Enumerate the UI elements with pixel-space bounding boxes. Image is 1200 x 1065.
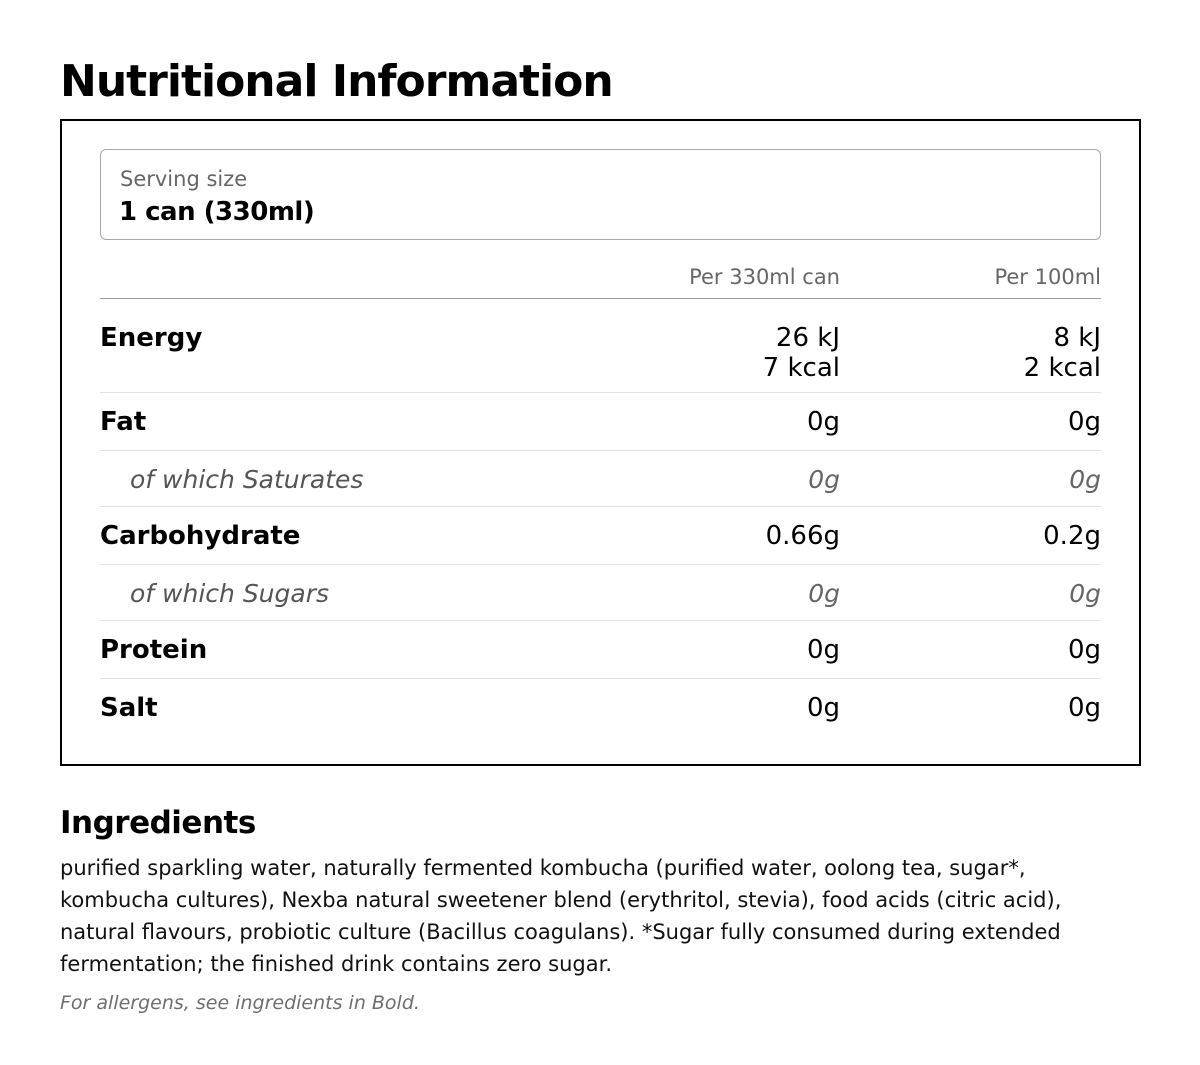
page-title: Nutritional Information [60, 56, 614, 107]
nutrient-label: Energy [100, 323, 203, 353]
energy-kj-per-100ml: 8 kJ [1053, 323, 1101, 353]
nutrient-sublabel: of which Saturates [130, 465, 364, 494]
energy-kj-per-can: 26 kJ [775, 323, 840, 353]
nutrient-row-energy: Energy 26 kJ 7 kcal 8 kJ 2 kcal [100, 309, 1101, 393]
nutrient-row-protein: Protein 0g 0g [100, 621, 1101, 679]
value-per-can: 26 kJ 7 kcal [600, 323, 840, 383]
column-header-per-100ml: Per 100ml [994, 265, 1101, 289]
energy-kcal-per-100ml: 2 kcal [1023, 353, 1101, 383]
nutrient-row-fat: Fat 0g 0g [100, 393, 1101, 451]
ingredients-heading: Ingredients [60, 805, 256, 841]
allergen-note: For allergens, see ingredients in Bold. [60, 992, 420, 1014]
serving-size-label: Serving size [120, 167, 248, 191]
serving-size-box: Serving size 1 can (330ml) [100, 149, 1101, 240]
value-per-100ml: 0g [1069, 579, 1101, 608]
energy-kcal-per-can: 7 kcal [762, 353, 840, 383]
value-per-100ml: 8 kJ 2 kcal [861, 323, 1101, 383]
nutrient-row-sugars: of which Sugars 0g 0g [100, 565, 1101, 621]
nutrient-label: Fat [100, 407, 147, 437]
value-per-can: 0.66g [765, 521, 840, 551]
value-per-can: 0g [808, 579, 840, 608]
table-header: Per 330ml can Per 100ml [100, 264, 1101, 299]
nutrition-panel: Serving size 1 can (330ml) Per 330ml can… [60, 119, 1141, 766]
value-per-100ml: 0g [1067, 693, 1101, 723]
nutrient-row-salt: Salt 0g 0g [100, 679, 1101, 736]
value-per-100ml: 0g [1067, 635, 1101, 665]
value-per-100ml: 0g [1069, 465, 1101, 494]
value-per-can: 0g [808, 465, 840, 494]
value-per-100ml: 0.2g [1043, 521, 1101, 551]
value-per-can: 0g [806, 407, 840, 437]
nutrient-label: Salt [100, 693, 158, 723]
value-per-can: 0g [806, 693, 840, 723]
value-per-can: 0g [806, 635, 840, 665]
ingredients-text: purified sparkling water, naturally ferm… [60, 856, 1062, 976]
value-per-100ml: 0g [1067, 407, 1101, 437]
nutrient-row-carbohydrate: Carbohydrate 0.66g 0.2g [100, 507, 1101, 565]
nutrient-row-saturates: of which Saturates 0g 0g [100, 451, 1101, 507]
serving-size-value: 1 can (330ml) [119, 197, 315, 227]
nutrient-label: Carbohydrate [100, 521, 301, 551]
nutrient-sublabel: of which Sugars [130, 579, 330, 608]
nutrient-label: Protein [100, 635, 208, 665]
column-header-per-can: Per 330ml can [689, 265, 840, 289]
